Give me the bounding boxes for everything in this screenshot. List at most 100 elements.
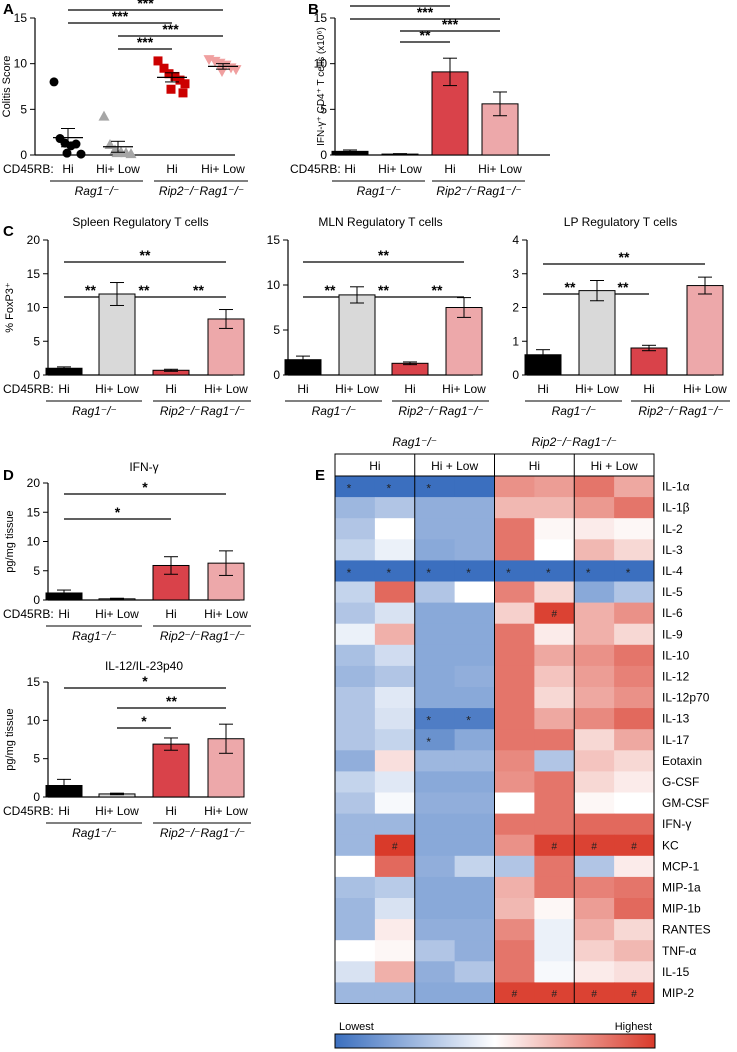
y-tick-label: 15 (14, 11, 28, 25)
heatmap-cell (614, 876, 655, 899)
heatmap-cell (574, 644, 615, 667)
heatmap-cell (614, 560, 655, 582)
heatmap-cell (414, 834, 456, 857)
heatmap-cell (454, 961, 495, 983)
heatmap-cell (494, 560, 535, 582)
heatmap-cell (534, 834, 575, 857)
y-tick-label: 2 (512, 301, 519, 315)
heatmap-cell (454, 708, 495, 730)
y-tick-label: 10 (267, 278, 281, 292)
heatmap-cell (494, 729, 535, 751)
heatmap-cell (534, 539, 575, 561)
heatmap-cell (414, 687, 456, 709)
heatmap-cell (454, 539, 495, 561)
data-point (166, 84, 176, 94)
scale-low-label: Lowest (339, 1021, 374, 1033)
heatmap-cell (574, 665, 615, 688)
genotype-label: Rag1⁻/⁻ (357, 184, 402, 198)
heatmap-cell (534, 708, 575, 730)
x-tick-label: Hi+ Low (95, 804, 139, 818)
heatmap-cell (614, 813, 655, 836)
heatmap-cell (494, 665, 535, 688)
heatmap-cell (454, 940, 495, 962)
column-group-label: Hi + Low (431, 459, 478, 473)
significance-mark: # (631, 841, 637, 852)
y-tick-label: 10 (27, 535, 41, 549)
significance-mark: * (386, 566, 391, 580)
significance-mark: # (552, 841, 558, 852)
heatmap-cell (335, 813, 376, 836)
heatmap-cell (534, 898, 575, 920)
chart-title: LP Regulatory T cells (564, 215, 677, 229)
genotype-label: Rag1⁻/⁻ (392, 435, 437, 449)
y-tick-label: 4 (512, 233, 519, 247)
genotype-label: Rip2⁻/⁻Rag1⁻/⁻ (532, 435, 617, 449)
heatmap-cell (494, 750, 535, 772)
row-label: KC (662, 838, 679, 852)
heatmap-cell (534, 919, 575, 941)
heatmap-cell (614, 792, 655, 815)
x-tick-label: Hi+ Low (204, 607, 248, 621)
significance-label: *** (392, 0, 409, 7)
heatmap-cell (494, 602, 535, 625)
heatmap-cell (454, 898, 495, 920)
heatmap-cell (335, 982, 376, 1004)
y-tick-label: 0 (33, 593, 40, 607)
data-point (125, 148, 137, 159)
y-tick-label: 0 (512, 368, 519, 382)
heatmap-cell (454, 687, 495, 709)
heatmap-cell (614, 497, 655, 519)
heatmap-cell (335, 623, 376, 646)
significance-mark: * (506, 566, 511, 580)
chart-title: MLN Regulatory T cells (318, 215, 442, 229)
heatmap-cell (534, 961, 575, 983)
heatmap-cell (374, 560, 416, 582)
heatmap-cell (494, 539, 535, 561)
heatmap-cell (534, 476, 575, 498)
y-axis-label: % FoxP3⁺ (4, 282, 16, 333)
heatmap-cell (414, 560, 456, 582)
panel-letter: B (308, 1, 319, 18)
row-label: IL-1β (662, 501, 690, 515)
bar (686, 285, 724, 376)
chart-C3: 0 1 2 3 4 LP Regulatory T cells Hi Hi+ Low Hi Hi+… (512, 215, 730, 418)
heatmap-cell (335, 792, 376, 815)
heatmap-cell (414, 539, 456, 561)
row-label: MIP-1a (662, 880, 701, 894)
heatmap-cell (335, 560, 376, 582)
heatmap-cell (335, 876, 376, 899)
heatmap-cell (454, 518, 495, 540)
heatmap-cell (454, 623, 495, 646)
heatmap-cell (534, 560, 575, 582)
heatmap-cell (335, 961, 376, 983)
x-tick-label: Hi (404, 382, 415, 396)
row-label: MCP-1 (662, 859, 700, 873)
significance-mark: * (466, 714, 471, 728)
significance-label: ** (325, 282, 336, 298)
heatmap-cell (534, 982, 575, 1004)
heatmap-cell (574, 708, 615, 730)
heatmap-cell (414, 729, 456, 751)
genotype-label: Rag1⁻/⁻ (72, 629, 117, 643)
row-label: IL-6 (662, 606, 683, 620)
column-group-label: Hi (369, 459, 380, 473)
significance-label: ** (378, 247, 389, 263)
x-tick-label: Hi+ Low (378, 162, 422, 176)
x-tick-label: Hi+ Low (683, 382, 727, 396)
row-label: Eotaxin (662, 754, 702, 768)
chart-E: E Rag1⁻/⁻ Rip2⁻/⁻Rag1⁻/⁻ Hi Hi + Low Hi Hi + L… (315, 435, 711, 1049)
x-tick-label: Hi+ Low (204, 382, 248, 396)
heatmap-cell (534, 602, 575, 625)
heatmap-cell (335, 518, 376, 540)
significance-mark: * (626, 566, 631, 580)
heatmap-cell (614, 708, 655, 730)
heatmap-cell (614, 855, 655, 878)
color-scale (334, 1033, 656, 1049)
heatmap-cell (454, 476, 495, 498)
heatmap-cell (614, 581, 655, 604)
cd45rb-label: CD45RB: (3, 162, 54, 176)
significance-mark: * (426, 566, 431, 580)
cd45rb-label: CD45RB: (3, 804, 54, 818)
heatmap-cell (614, 518, 655, 540)
